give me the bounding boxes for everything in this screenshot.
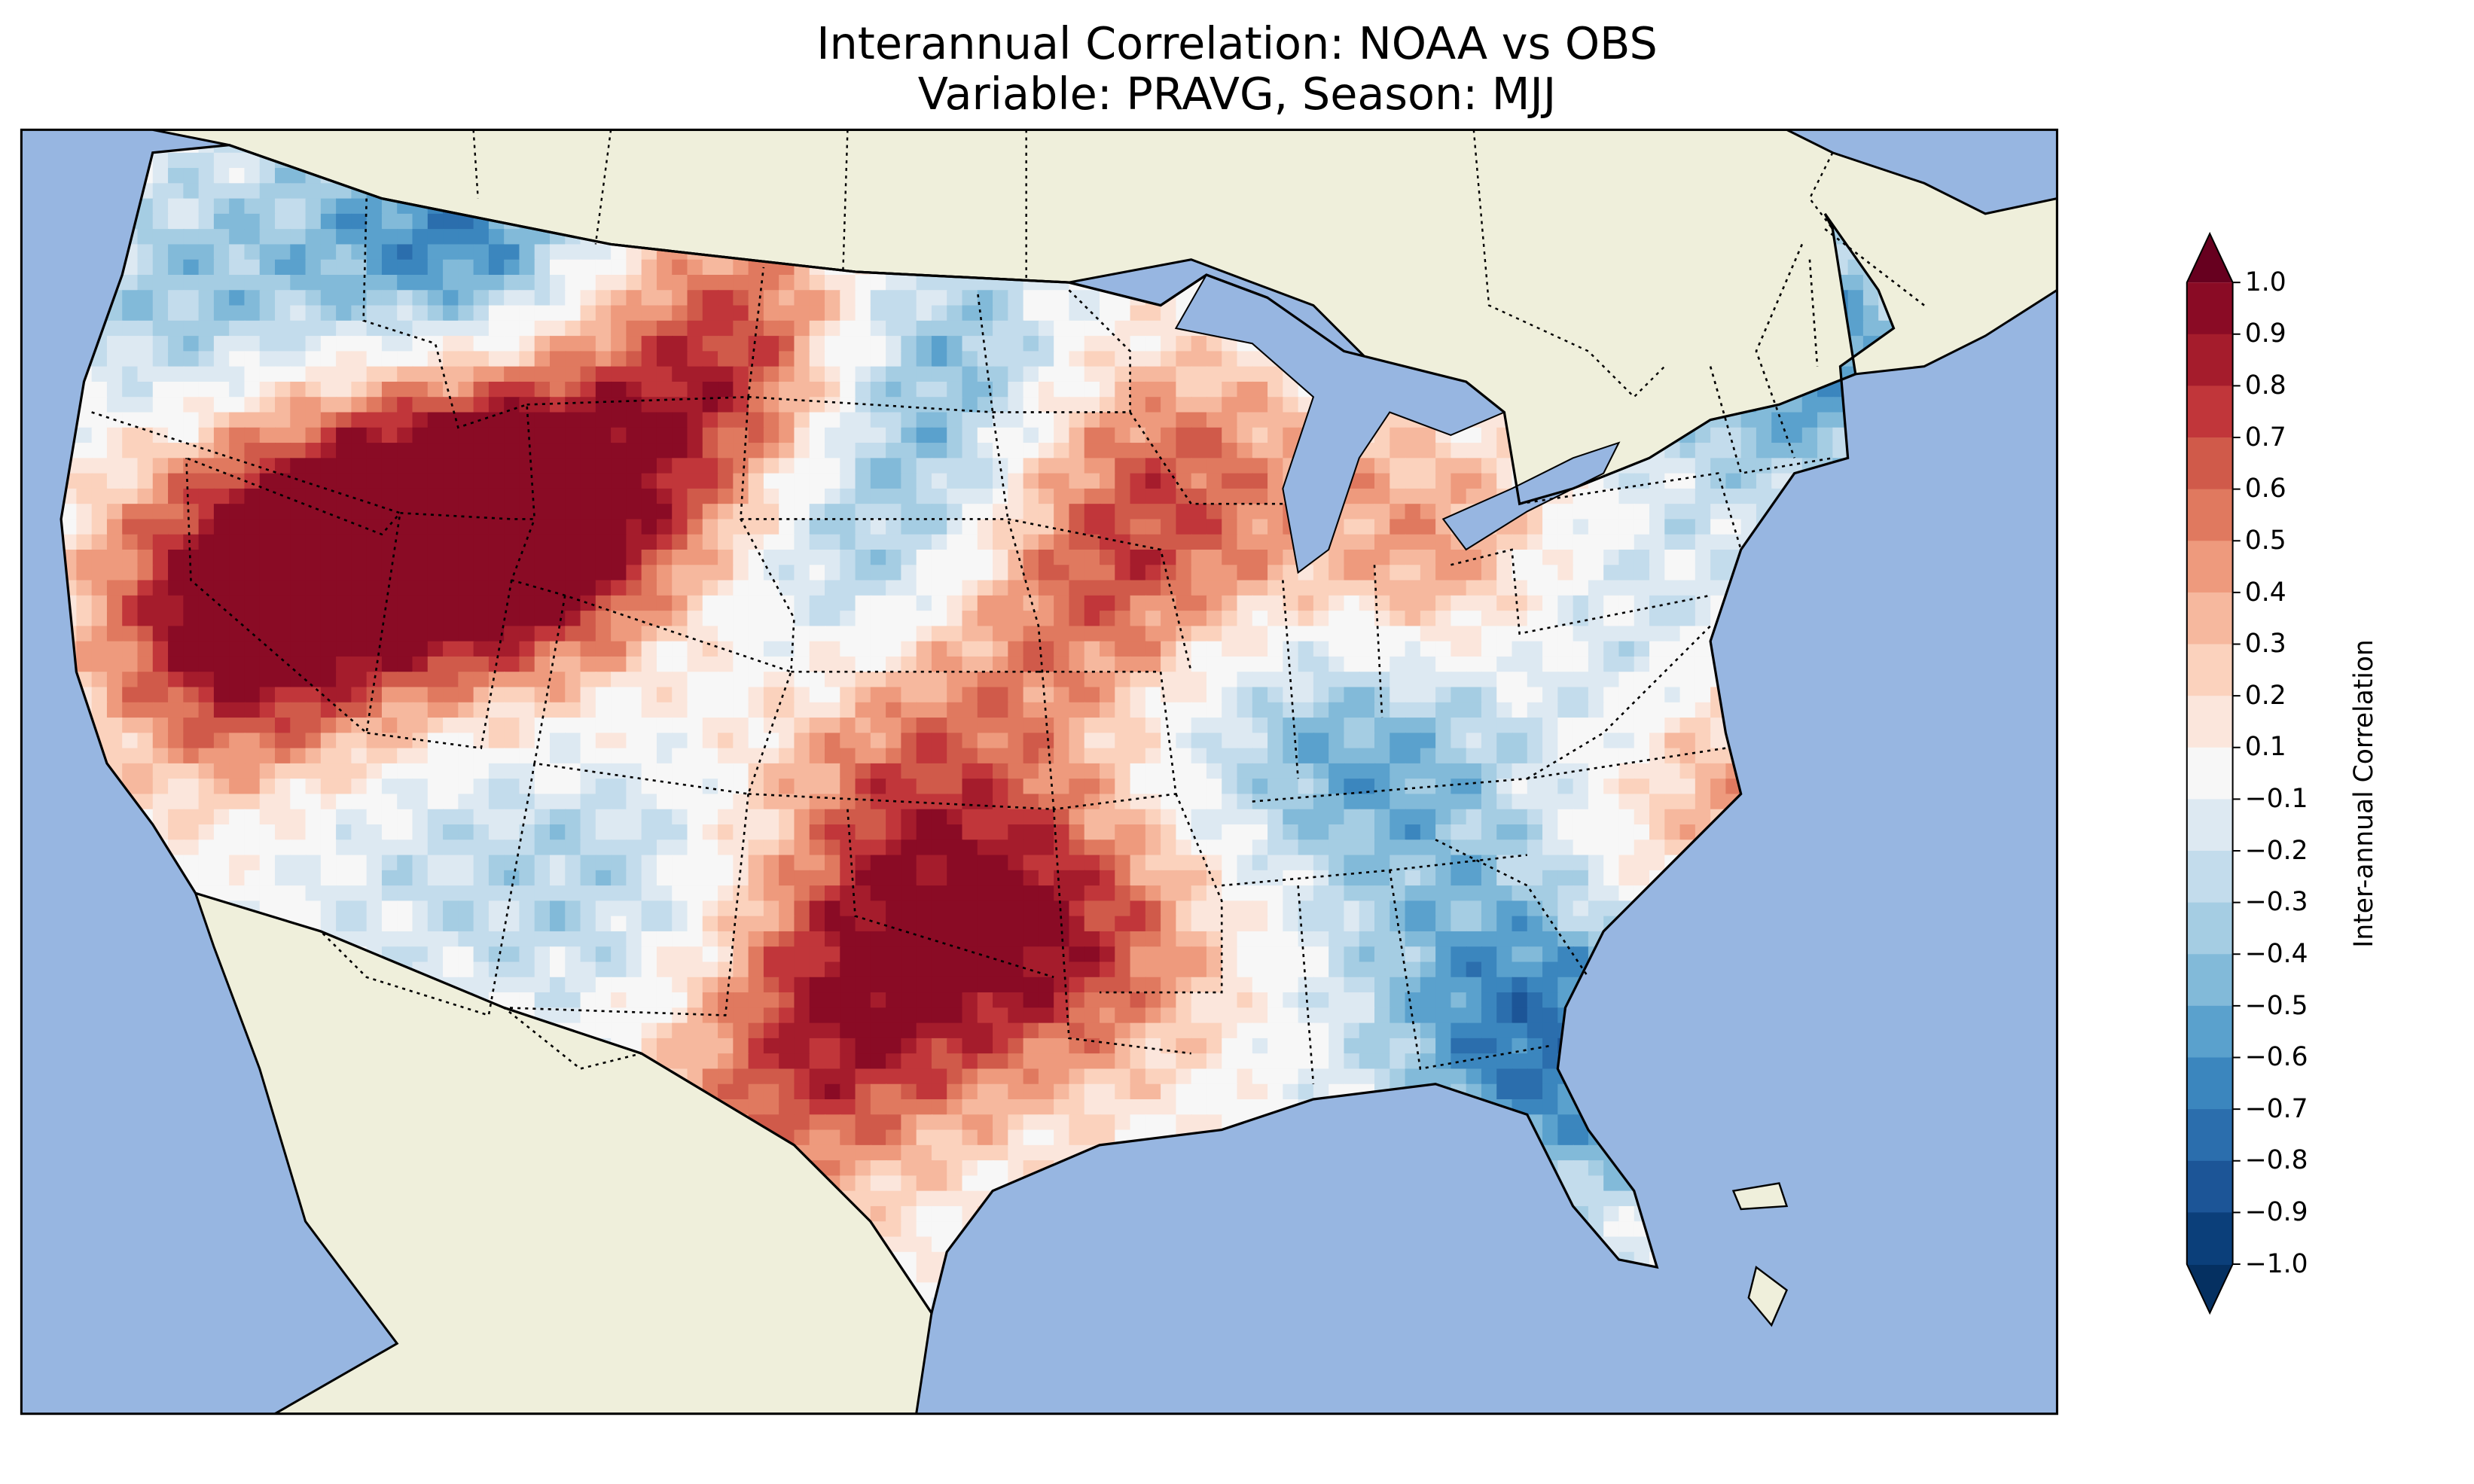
chart-title-line2: Variable: PRAVG, Season: MJJ: [917, 68, 1557, 120]
colorbar-label: Inter-annual Correlation: [2349, 639, 2379, 949]
colorbar-tick-label: 1.0: [2244, 267, 2286, 297]
colorbar-tick-label: 0.9: [2244, 318, 2286, 349]
colorbar-tick-label: −0.5: [2244, 990, 2308, 1021]
colorbar-tick-label: 0.1: [2244, 732, 2286, 763]
colorbar-tick-label: −0.9: [2244, 1197, 2308, 1228]
colorbar-swatch: [2186, 902, 2233, 955]
colorbar-tick-label: −0.2: [2244, 835, 2308, 866]
colorbar: [2186, 231, 2241, 1315]
colorbar-tick-label: −0.8: [2244, 1145, 2308, 1176]
colorbar-tick-label: 0.2: [2244, 680, 2286, 711]
chart-title-line1: Interannual Correlation: NOAA vs OBS: [816, 17, 1658, 70]
colorbar-swatch: [2186, 1212, 2233, 1266]
colorbar-swatch: [2186, 954, 2233, 1007]
colorbar-tick-label: 0.4: [2244, 577, 2286, 608]
colorbar-swatch: [2186, 592, 2233, 645]
colorbar-tick-label: 0.3: [2244, 629, 2286, 660]
colorbar-tick-label: 0.5: [2244, 525, 2286, 556]
colorbar-tick-label: −0.3: [2244, 887, 2308, 918]
colorbar-swatch: [2186, 1160, 2233, 1214]
state-boundaries: [91, 198, 1925, 1084]
colorbar-swatch: [2186, 489, 2233, 542]
colorbar-swatch: [2186, 1057, 2233, 1111]
colorbar-tick-label: −1.0: [2244, 1248, 2308, 1279]
colorbar-swatch: [2186, 696, 2233, 748]
colorbar-extend-min: [2186, 1264, 2233, 1313]
colorbar-swatch: [2186, 385, 2233, 439]
colorbar-swatch: [2186, 747, 2233, 800]
correlation-map: [20, 128, 2058, 1415]
colorbar-swatch: [2186, 1005, 2233, 1059]
colorbar-tick-label: 0.6: [2244, 474, 2286, 504]
colorbar-tick-label: −0.6: [2244, 1042, 2308, 1073]
colorbar-swatch: [2186, 437, 2233, 490]
colorbar-swatch: [2186, 644, 2233, 697]
colorbar-tick-label: −0.1: [2244, 784, 2308, 815]
colorbar-extend-max: [2186, 233, 2233, 283]
colorbar-swatch: [2186, 851, 2233, 904]
colorbar-tick-label: 0.7: [2244, 422, 2286, 453]
coastline: [59, 143, 1896, 1316]
colorbar-swatch: [2186, 1109, 2233, 1162]
colorbar-tick-label: 0.8: [2244, 370, 2286, 401]
colorbar-tick-label: −0.4: [2244, 938, 2308, 969]
colorbar-swatch: [2186, 541, 2233, 593]
map-frame: [20, 128, 2058, 1415]
colorbar-swatch: [2186, 282, 2233, 335]
colorbar-swatch: [2186, 799, 2233, 852]
colorbar-tick-label: −0.7: [2244, 1093, 2308, 1124]
colorbar-swatch: [2186, 334, 2233, 387]
